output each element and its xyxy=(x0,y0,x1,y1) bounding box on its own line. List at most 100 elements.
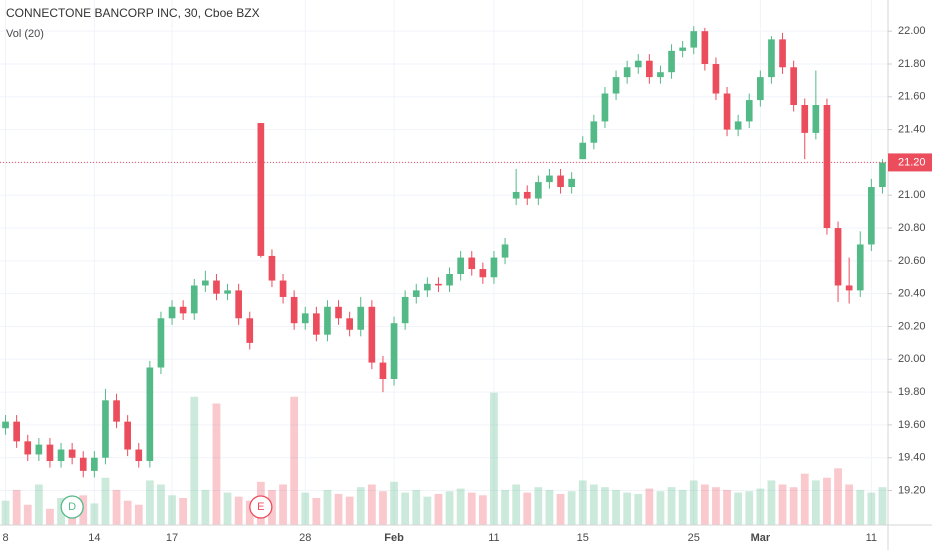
candle-body xyxy=(723,93,731,130)
volume-bar xyxy=(456,488,465,525)
y-tick-label: 19.60 xyxy=(898,419,926,431)
candle-body xyxy=(834,228,842,286)
y-tick-label: 20.20 xyxy=(898,320,926,332)
candle-body xyxy=(68,449,76,458)
volume-bar xyxy=(490,392,498,525)
y-tick-label: 20.80 xyxy=(898,222,926,234)
candle-body xyxy=(779,39,786,68)
candle-body xyxy=(124,421,131,450)
volume-bar xyxy=(57,498,65,525)
candle-body xyxy=(501,244,509,258)
candle-body xyxy=(879,162,886,188)
volume-bar xyxy=(134,504,143,525)
volume-bar xyxy=(512,484,521,525)
volume-bar xyxy=(723,489,731,525)
candle-body xyxy=(13,421,20,442)
candle-body xyxy=(412,290,420,297)
volume-bar xyxy=(800,473,809,525)
volume-bar xyxy=(689,480,698,525)
candle-body xyxy=(623,67,631,78)
y-tick-label: 19.20 xyxy=(898,484,926,496)
candle-body xyxy=(102,400,109,458)
volume-bar xyxy=(334,493,343,525)
volume-bar xyxy=(401,492,410,525)
subtitle: Vol (20) xyxy=(6,28,44,40)
candle-body xyxy=(168,306,176,319)
volume-bar xyxy=(34,484,43,525)
candle-body xyxy=(379,362,387,379)
volume-bar xyxy=(90,503,99,525)
volume-bar xyxy=(767,480,776,525)
volume-bar xyxy=(157,484,165,525)
volume-bar xyxy=(834,468,842,525)
volume-bar xyxy=(623,492,632,525)
volume-bar xyxy=(501,489,509,525)
volume-bar xyxy=(412,489,421,525)
candle-body xyxy=(135,449,143,462)
candle-body xyxy=(745,100,753,122)
candle-body xyxy=(457,257,464,274)
x-tick-label: 8 xyxy=(2,532,8,544)
volume-bar xyxy=(811,480,820,525)
volume-bar xyxy=(245,500,254,525)
volume-bar xyxy=(878,487,887,525)
x-tick-label: 25 xyxy=(688,532,700,544)
volume-bar xyxy=(700,484,709,525)
candle-body xyxy=(856,244,864,291)
volume-bar xyxy=(645,488,654,525)
candle-body xyxy=(790,67,797,105)
volume-bar xyxy=(601,487,609,525)
candle-body xyxy=(568,178,575,188)
candle-body xyxy=(546,175,553,183)
y-tick-label: 21.80 xyxy=(898,58,926,70)
candle-body xyxy=(734,121,742,130)
candle-body xyxy=(490,257,498,278)
event-label: D xyxy=(68,501,76,513)
candle-body xyxy=(390,323,398,379)
candle-body xyxy=(190,285,198,314)
candle-body xyxy=(24,441,32,455)
candle-body xyxy=(468,257,476,270)
event-marker xyxy=(60,495,84,519)
volume-bar xyxy=(201,489,210,525)
volume-bar xyxy=(179,498,188,525)
candle-body xyxy=(657,72,664,78)
volume-bar xyxy=(634,493,643,525)
candle-body xyxy=(246,318,254,343)
volume-bar xyxy=(678,489,687,525)
y-tick-label: 22.00 xyxy=(898,25,926,37)
volume-bar xyxy=(390,481,398,525)
volume-bar xyxy=(534,487,543,525)
candle-body xyxy=(213,280,220,294)
volume-bar xyxy=(234,496,243,525)
volume-bar xyxy=(279,484,287,525)
candle-body xyxy=(46,444,54,462)
volume-bar xyxy=(290,396,299,525)
candle-body xyxy=(823,105,831,229)
candle-body xyxy=(679,47,686,51)
y-tick-label: 21.00 xyxy=(898,189,926,201)
candle-body xyxy=(601,93,609,122)
candle-body xyxy=(313,313,320,335)
x-tick-label: 15 xyxy=(577,532,589,544)
candle-body xyxy=(435,283,442,286)
volume-bar xyxy=(734,492,743,525)
volume-bar xyxy=(423,496,432,525)
volume-bar xyxy=(101,477,110,525)
volume-bar xyxy=(745,491,754,525)
last-price-box xyxy=(888,153,932,172)
volume-bar xyxy=(823,477,831,525)
volume-bar xyxy=(856,489,865,525)
candle-body xyxy=(91,457,98,471)
volume-bar xyxy=(845,484,854,525)
candle-body xyxy=(279,280,287,297)
candles xyxy=(2,26,886,478)
candle-body xyxy=(257,123,265,256)
candle-body xyxy=(845,285,853,291)
y-tick-label: 19.40 xyxy=(898,452,926,464)
y-tick-label: 21.60 xyxy=(898,91,926,103)
candle-body xyxy=(157,318,165,368)
candle-body xyxy=(668,50,675,73)
y-tick-label: 19.80 xyxy=(898,386,926,398)
candle-body xyxy=(202,280,209,286)
